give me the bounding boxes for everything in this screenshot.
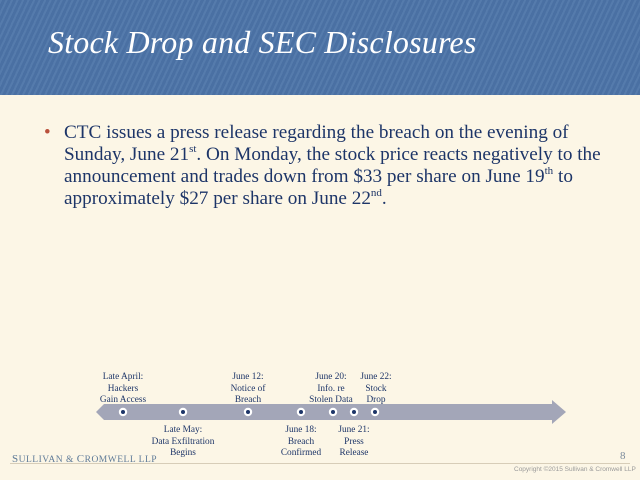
timeline-marker-center: [331, 410, 335, 414]
timeline-marker-june-20: [328, 407, 338, 417]
label-line: Breach: [234, 395, 262, 405]
label-line: Stolen Data: [309, 395, 353, 405]
bullet-text: CTC issues a press release regarding the…: [64, 122, 610, 210]
label-line: Press: [344, 436, 364, 447]
copyright-notice: Copyright ©2015 Sullivan & Cromwell LLP: [514, 466, 636, 473]
timeline-marker-center: [352, 410, 356, 414]
timeline-label-june-21: June 21: Press Release: [334, 425, 374, 460]
label-line: Confirmed: [280, 448, 322, 458]
timeline-marker-center: [246, 410, 250, 414]
timeline-label-late-april: Late April: Hackers Gain Access: [95, 372, 151, 407]
timeline-marker-june-18: [296, 407, 306, 417]
timeline-marker-june-21: [349, 407, 359, 417]
superscript-st: st: [189, 142, 197, 155]
label-line: Begins: [170, 448, 196, 458]
timeline-marker-center: [181, 410, 185, 414]
timeline-marker-june-22: [370, 407, 380, 417]
superscript-th: th: [544, 164, 554, 177]
page-number: 8: [620, 450, 626, 462]
timeline-marker-late-may: [178, 407, 188, 417]
bullet-text-part: .: [381, 188, 387, 209]
footer-divider: [10, 463, 630, 464]
superscript-nd: nd: [370, 186, 382, 199]
label-line: Info. re: [317, 383, 345, 394]
bullet-text-part: . On Monday, the stock price reacts nega…: [64, 144, 601, 187]
label-line: Gain Access: [99, 395, 147, 405]
slide-header: Stock Drop and SEC Disclosures: [0, 0, 640, 95]
timeline-label-june-20: June 20: Info. re Stolen Data: [303, 372, 359, 407]
slide-title: Stock Drop and SEC Disclosures: [48, 24, 477, 60]
timeline-label-june-22: June 22: Stock Drop: [356, 372, 396, 407]
label-line: Late May:: [163, 425, 203, 435]
label-line: Breach: [287, 436, 315, 447]
logo-initial: S: [12, 453, 19, 465]
timeline-marker-center: [373, 410, 377, 414]
timeline-label-late-may: Late May: Data Exfiltration Begins: [147, 425, 219, 460]
bullet-text-part: to approximately $27 per share on June 2…: [64, 166, 573, 209]
timeline-label-june-12: June 12: Notice of Breach: [222, 372, 274, 407]
label-line: Drop: [366, 395, 386, 405]
bullet-text-part: CTC issues a press release regarding the…: [64, 122, 569, 165]
firm-logo-text: SULLIVAN & CROMWELL LLP: [12, 453, 157, 465]
logo-amp: &: [63, 455, 77, 465]
logo-text: ULLIVAN: [18, 455, 64, 465]
label-line: June 22:: [360, 372, 392, 382]
bullet-paragraph: • CTC issues a press release regarding t…: [44, 122, 610, 210]
timeline-marker-late-april: [118, 407, 128, 417]
timeline-marker-center: [299, 410, 303, 414]
label-line: Late April:: [102, 372, 144, 382]
label-line: June 21:: [338, 425, 370, 435]
bullet-marker: •: [44, 122, 51, 143]
label-line: June 18:: [285, 425, 317, 435]
label-line: Hackers: [107, 383, 139, 394]
timeline-marker-june-12: [243, 407, 253, 417]
timeline-label-june-18: June 18: Breach Confirmed: [277, 425, 325, 460]
label-line: Stock: [365, 383, 387, 394]
label-line: June 12:: [232, 372, 264, 382]
logo-text: ROMWELL LLP: [84, 455, 158, 465]
label-line: Release: [339, 448, 369, 458]
label-line: Data Exfiltration: [151, 436, 215, 447]
timeline-marker-center: [121, 410, 125, 414]
label-line: Notice of: [230, 383, 266, 394]
label-line: June 20:: [315, 372, 347, 382]
logo-initial: C: [76, 453, 85, 465]
